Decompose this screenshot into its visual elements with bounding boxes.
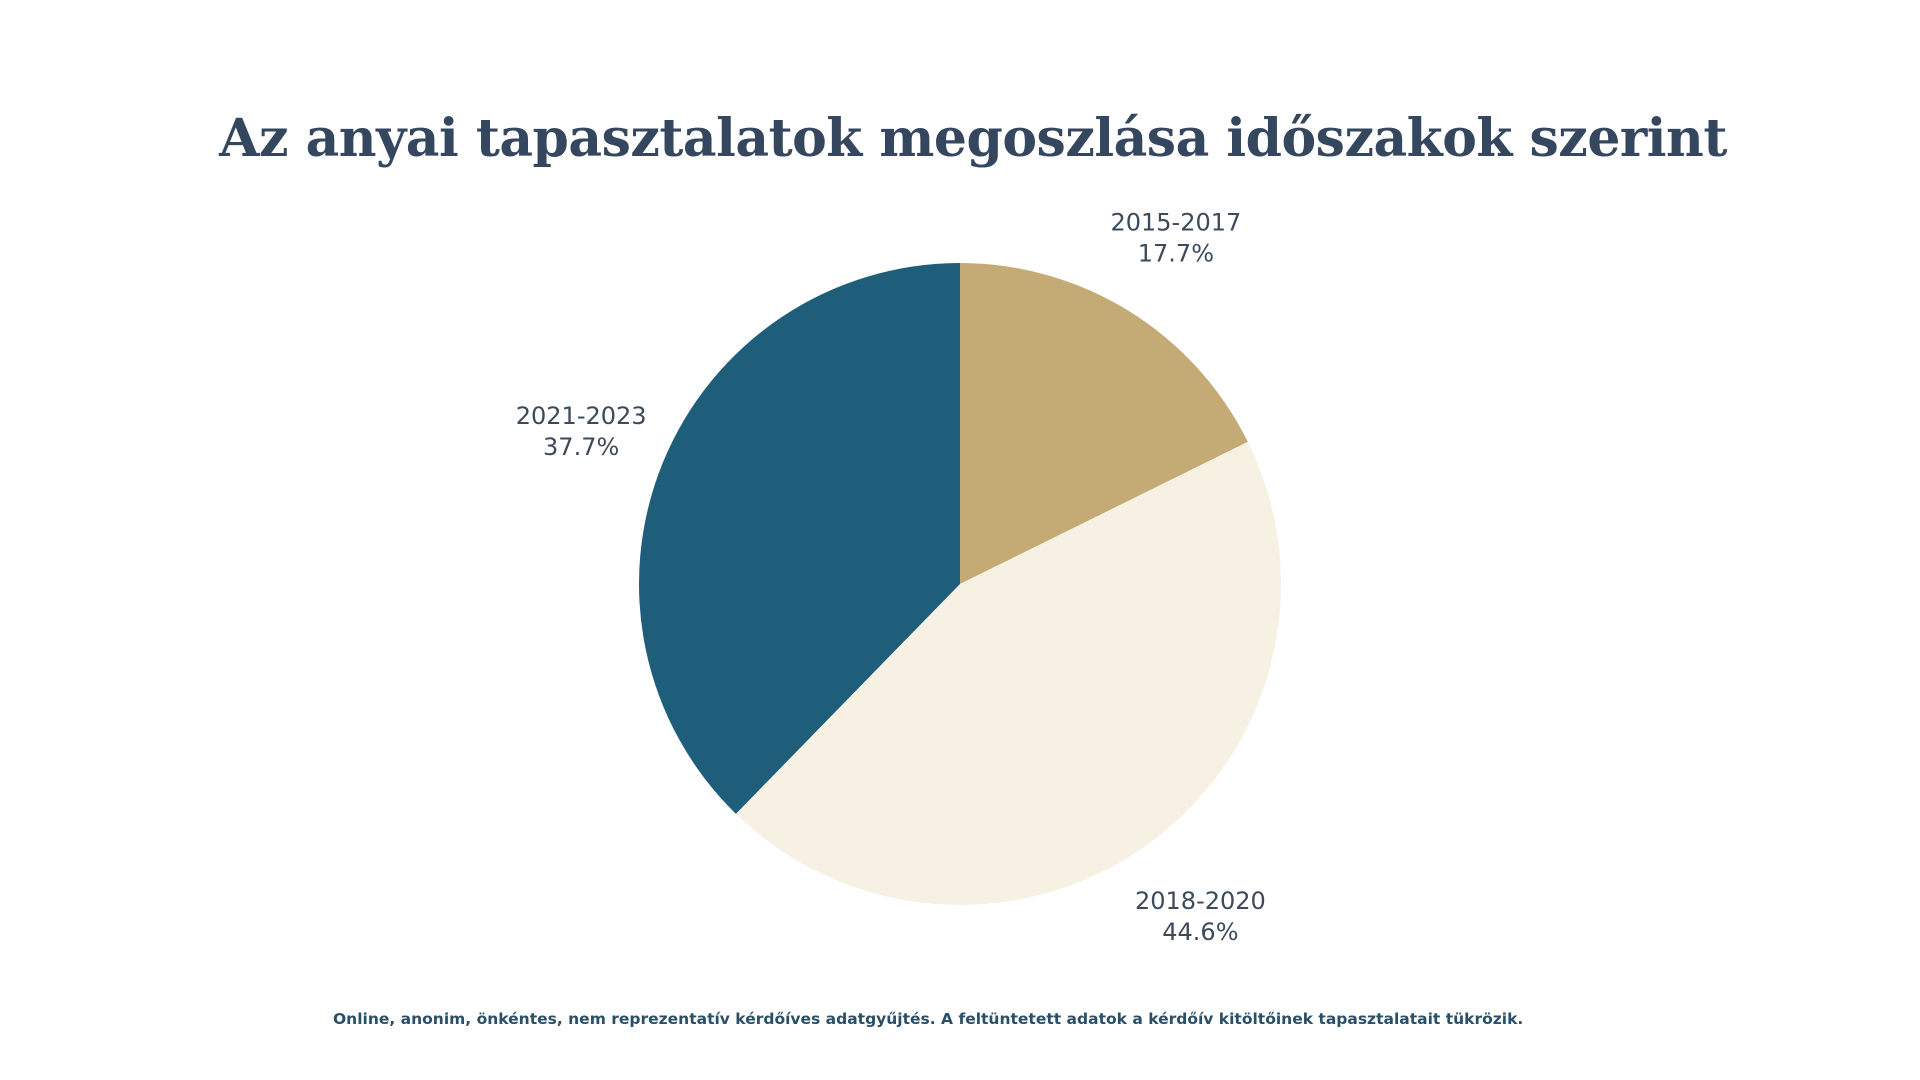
- slice-value-2021-2023: 37.7%: [543, 433, 619, 461]
- slice-label-2018-2020: 2018-2020: [1135, 887, 1266, 915]
- pie-slices: [639, 263, 1281, 905]
- pie-slice-2018-2020: [735, 441, 1281, 905]
- slice-value-2018-2020: 44.6%: [1162, 918, 1238, 946]
- pie-slice-2015-2017: [960, 263, 1248, 584]
- chart-title: Az anyai tapasztalatok megoszlása idősza…: [219, 108, 1727, 169]
- slice-label-2021-2023: 2021-2023: [516, 402, 647, 430]
- pie-slice-2021-2023: [639, 263, 960, 814]
- slice-value-2015-2017: 17.7%: [1138, 240, 1214, 268]
- pie-labels: 2015-2017 17.7% 2018-2020 44.6% 2021-2023 37.…: [516, 209, 1266, 946]
- slice-label-2015-2017: 2015-2017: [1110, 209, 1241, 237]
- footnote: Online, anonim, önkéntes, nem reprezenta…: [333, 1010, 1524, 1028]
